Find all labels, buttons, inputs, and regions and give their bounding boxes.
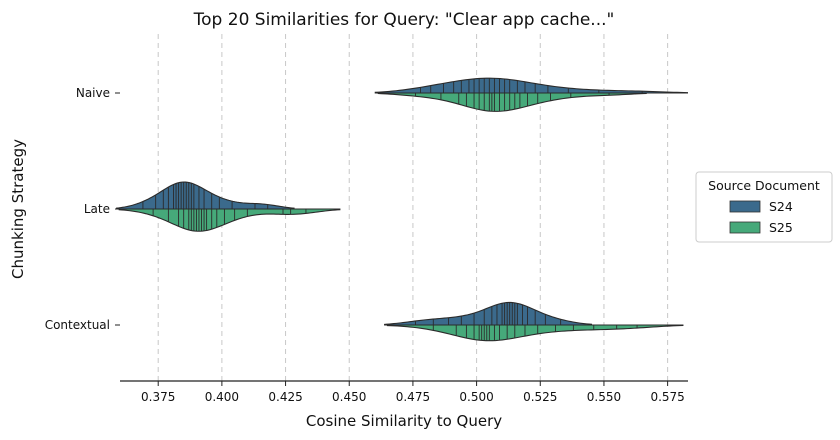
legend-title: Source Document (708, 178, 820, 193)
x-tick-label: 0.525 (523, 390, 557, 404)
x-tick-label: 0.475 (396, 390, 430, 404)
violin-half-s24-naive (374, 77, 688, 94)
violin-body (118, 208, 341, 232)
x-tick-label: 0.500 (459, 390, 493, 404)
violin-body (384, 301, 593, 326)
x-tick-label: 0.575 (650, 390, 684, 404)
x-tick-label: 0.375 (141, 390, 175, 404)
x-tick-label: 0.400 (205, 390, 239, 404)
x-tick-label: 0.550 (587, 390, 621, 404)
legend: Source Document S24 S25 (695, 171, 833, 243)
violin-body (116, 181, 295, 210)
x-axis-label: Cosine Similarity to Query (306, 412, 502, 430)
axis-layer: 0.375 0.400 0.425 0.450 0.475 0.500 0.525 0.550… (45, 86, 688, 404)
legend-label-s24: S24 (769, 199, 793, 214)
violin-body (374, 77, 688, 94)
x-tick-label: 0.425 (268, 390, 302, 404)
violin-half-s25-contextual (386, 324, 684, 342)
y-tick-label: Contextual (45, 318, 110, 332)
legend-swatch-s24 (729, 200, 761, 213)
y-tick-label: Naive (76, 86, 110, 100)
violin-body (386, 324, 684, 342)
violin-half-s24-contextual (384, 301, 593, 326)
violin-body (377, 92, 647, 112)
legend-label-s25: S25 (769, 220, 793, 235)
violin-half-s25-late (118, 208, 341, 232)
x-tick-label: 0.450 (332, 390, 366, 404)
y-tick-label: Late (84, 202, 110, 216)
legend-swatch-s25 (729, 221, 761, 234)
violin-half-s24-late (116, 181, 295, 210)
y-axis-label: Chunking Strategy (9, 139, 27, 279)
violin-layer (116, 77, 688, 342)
violin-half-s25-naive (377, 92, 647, 112)
chart-title: Top 20 Similarities for Query: "Clear ap… (193, 10, 615, 30)
